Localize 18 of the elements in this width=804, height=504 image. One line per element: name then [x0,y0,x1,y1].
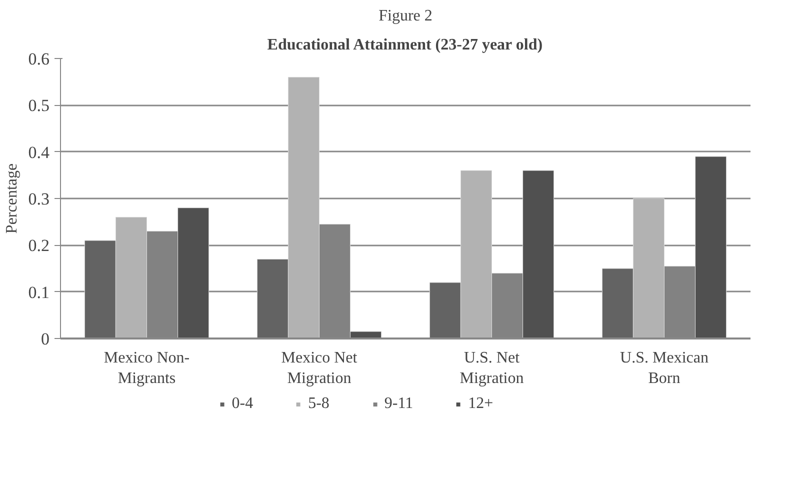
chart-title: Educational Attainment (23-27 year old) [267,36,543,54]
x-tick-label: U.S. Net Migration [460,350,524,387]
y-tick-label: 0.4 [28,142,50,162]
y-tick-label: 0.5 [28,96,50,116]
y-tick-label: 0.1 [28,282,50,302]
x-tick-label: Mexico Non-Migrants [104,350,190,387]
y-axis-title: Percentage [3,163,20,234]
legend-label: 9-11 [384,395,414,413]
y-tick-label: 0.3 [28,190,50,208]
x-tick-label: Mexico Net Migration [281,350,358,387]
y-tick-label: 0 [41,330,50,348]
x-tick-label: U.S. Mexican Born [620,350,708,387]
legend-label: 5-8 [308,395,330,413]
y-tick-label: 0.6 [28,50,50,68]
legend-label: 12+ [468,395,494,413]
caption: Figure 2 [378,8,432,24]
y-tick-label: 0.2 [28,236,50,256]
legend-label: 0-4 [232,395,254,413]
